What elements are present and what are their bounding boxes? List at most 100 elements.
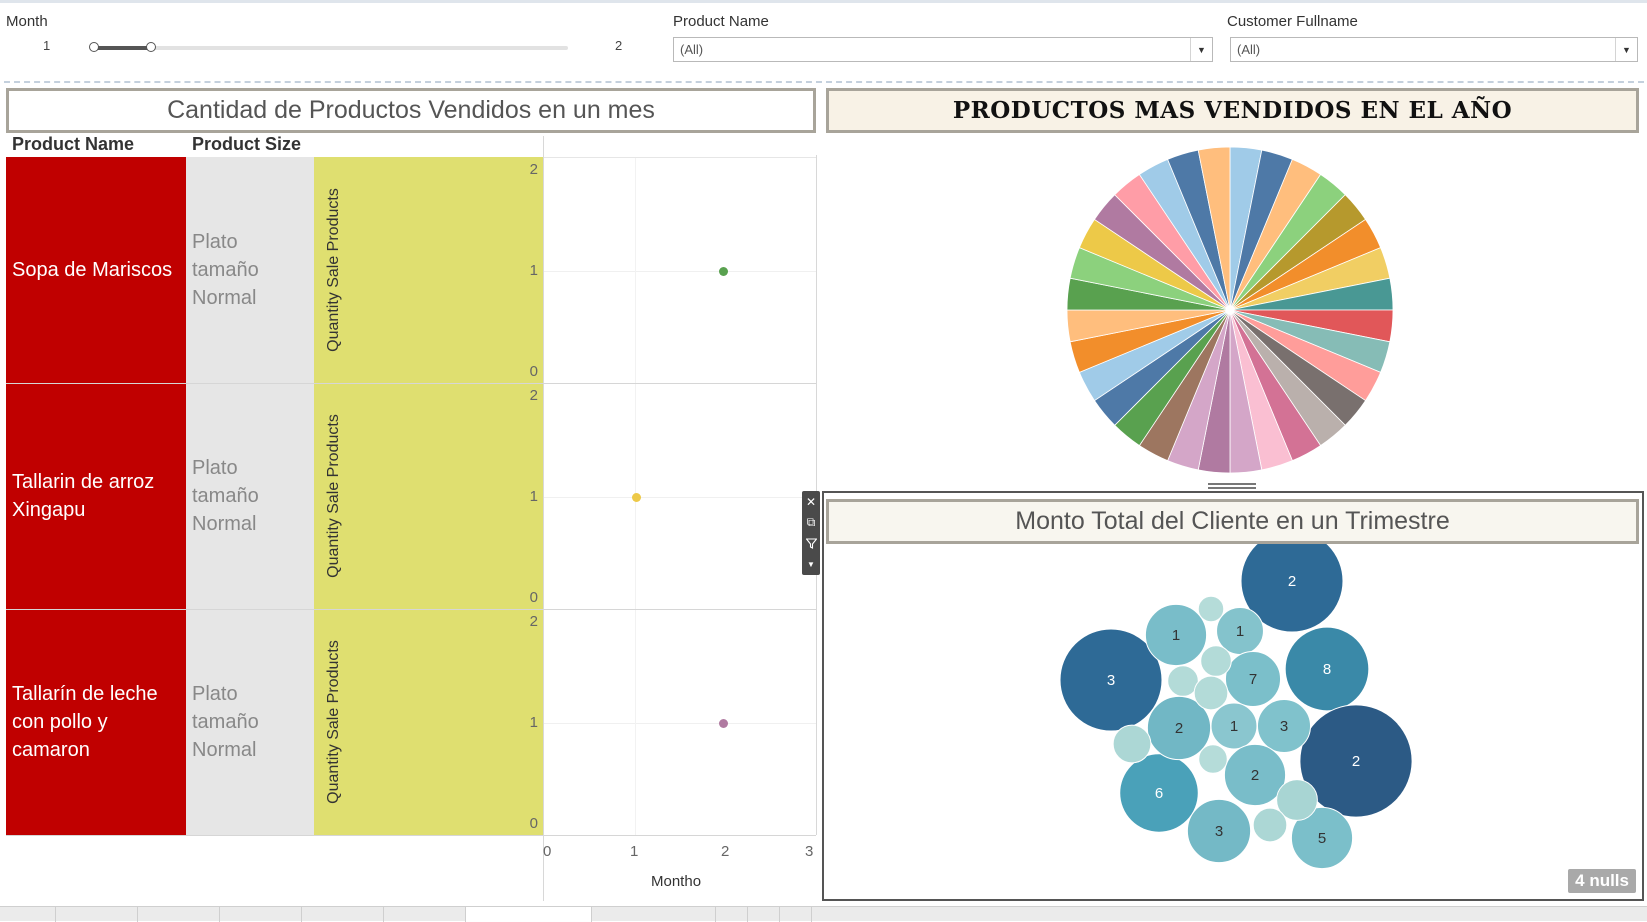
- product-name-column-header[interactable]: Product Name: [12, 134, 135, 154]
- x-tick-label: 3: [805, 843, 814, 860]
- customer-bubble-chart[interactable]: 2 3 8 2 6 1 1 7 2 1 3 2 3 5: [824, 493, 1642, 899]
- bubble[interactable]: [1112, 724, 1152, 764]
- bubble[interactable]: [1059, 628, 1163, 732]
- bubble[interactable]: [1256, 698, 1312, 754]
- product-name-cell[interactable]: Tallarín de leche con pollo y camaron: [6, 609, 186, 835]
- row-plot-area: [544, 609, 816, 836]
- product-name-dropdown[interactable]: (All) ▼: [673, 37, 1213, 62]
- x-axis-title: Montho: [651, 873, 702, 890]
- sheet-tab-active[interactable]: [466, 907, 592, 922]
- y-axis-title-text: Quantity Sale Products: [325, 414, 343, 578]
- chevron-down-icon[interactable]: ▼: [1190, 38, 1212, 61]
- resize-handle[interactable]: [1208, 481, 1256, 491]
- customer-fullname-dropdown[interactable]: (All) ▼: [1230, 37, 1638, 62]
- filter-icon[interactable]: [802, 533, 820, 554]
- bubble-label: 8: [1323, 661, 1331, 678]
- product-name-text: Tallarin de arroz Xingapu: [12, 471, 155, 521]
- y-axis-panel: Quantity Sale Products 2 1 0: [314, 383, 544, 609]
- product-size-text: Plato tamaño Normal: [192, 231, 259, 309]
- sheet-tab[interactable]: [56, 907, 138, 922]
- bubble[interactable]: [1146, 695, 1212, 761]
- products-sold-month-title-text: Cantidad de Productos Vendidos en un mes: [167, 96, 655, 124]
- worksheet-toolbar: ✕ ⧉ ▼: [802, 491, 820, 575]
- product-name-filter-label: Product Name: [673, 13, 769, 30]
- sheet-tab-bar: [0, 906, 1647, 922]
- bubble[interactable]: [1276, 779, 1318, 821]
- row-divider: [6, 383, 816, 384]
- sheet-tab[interactable]: [780, 907, 812, 922]
- bubble-label: 3: [1215, 823, 1223, 840]
- filter-bar: Month 1 2 Product Name (All) ▼ Customer …: [0, 3, 1647, 81]
- gridline: [544, 723, 816, 724]
- bubble[interactable]: [1167, 665, 1199, 697]
- bubble-label: 1: [1230, 718, 1238, 735]
- product-size-cell[interactable]: Plato tamaño Normal: [186, 157, 314, 383]
- close-icon[interactable]: ✕: [805, 494, 817, 509]
- month-slider-min-handle[interactable]: [89, 42, 99, 52]
- vertical-gridline: [635, 610, 636, 836]
- product-name-cell[interactable]: Sopa de Mariscos: [6, 157, 186, 383]
- bubble[interactable]: [1284, 626, 1370, 712]
- sheet-tab[interactable]: [748, 907, 780, 922]
- bubble[interactable]: [1198, 744, 1228, 774]
- customer-fullname-filter-label: Customer Fullname: [1227, 13, 1358, 30]
- bubble-label: 3: [1107, 672, 1115, 689]
- products-pie-chart[interactable]: [1060, 140, 1400, 480]
- table-row: Sopa de Mariscos Plato tamaño Normal Qua…: [6, 157, 816, 384]
- data-point[interactable]: [631, 492, 641, 502]
- row-plot-area: [544, 383, 816, 610]
- sheet-tab[interactable]: [384, 907, 466, 922]
- bubble-label: 2: [1175, 720, 1183, 737]
- table-row: Tallarin de arroz Xingapu Plato tamaño N…: [6, 383, 816, 610]
- bubble[interactable]: [1252, 807, 1288, 843]
- bubble-label: 1: [1236, 623, 1244, 640]
- data-point[interactable]: [719, 266, 729, 276]
- y-tick-label: 0: [529, 363, 538, 380]
- y-axis-panel: Quantity Sale Products 2 1 0: [314, 609, 544, 835]
- month-slider[interactable]: [94, 46, 568, 50]
- bubble[interactable]: [1186, 798, 1252, 864]
- y-axis-title-text: Quantity Sale Products: [325, 640, 343, 804]
- month-min-value: 1: [43, 38, 51, 53]
- more-icon[interactable]: ▼: [807, 560, 815, 569]
- y-tick-label: 2: [529, 613, 538, 630]
- bubble[interactable]: [1193, 675, 1229, 711]
- sheet-tab[interactable]: [716, 907, 748, 922]
- bubble[interactable]: [1224, 650, 1282, 708]
- pie-slice[interactable]: [1197, 146, 1231, 311]
- bubble[interactable]: [1197, 595, 1225, 623]
- y-tick-label: 1: [529, 714, 538, 731]
- product-name-cell[interactable]: Tallarin de arroz Xingapu: [6, 383, 186, 609]
- y-axis-panel: Quantity Sale Products 2 1 0: [314, 157, 544, 383]
- bubble[interactable]: [1290, 806, 1354, 870]
- bubble-chart-panel: 2 3 8 2 6 1 1 7 2 1 3 2 3 5 4 nulls: [822, 491, 1644, 901]
- customer-fullname-dropdown-value: (All): [1237, 42, 1261, 57]
- month-slider-max-handle[interactable]: [145, 42, 156, 52]
- bubble-label: 5: [1318, 830, 1326, 847]
- bubble[interactable]: [1210, 702, 1258, 750]
- sheet-tab[interactable]: [0, 907, 56, 922]
- popout-icon[interactable]: ⧉: [806, 515, 816, 529]
- product-size-cell[interactable]: Plato tamaño Normal: [186, 383, 314, 609]
- sheet-tab[interactable]: [138, 907, 220, 922]
- data-point[interactable]: [719, 718, 729, 728]
- bubble[interactable]: [1200, 645, 1232, 677]
- sheet-tab[interactable]: [220, 907, 302, 922]
- bubble[interactable]: [1144, 603, 1208, 667]
- bubble[interactable]: [1119, 753, 1199, 833]
- y-tick-label: 2: [529, 161, 538, 178]
- bubble[interactable]: [1299, 704, 1413, 818]
- product-size-column-header[interactable]: Product Size: [192, 134, 302, 154]
- sheet-tab[interactable]: [302, 907, 384, 922]
- y-tick-label: 2: [529, 387, 538, 404]
- nulls-indicator[interactable]: 4 nulls: [1568, 869, 1636, 893]
- month-filter-label: Month: [6, 13, 48, 30]
- y-axis-title: Quantity Sale Products: [314, 609, 354, 835]
- product-name-text: Tallarín de leche con pollo y camaron: [12, 683, 158, 761]
- product-size-cell[interactable]: Plato tamaño Normal: [186, 609, 314, 835]
- bubble[interactable]: [1223, 743, 1287, 807]
- sheet-tab[interactable]: [592, 907, 716, 922]
- customer-total-quarter-title: Monto Total del Cliente en un Trimestre: [826, 499, 1639, 544]
- top-products-year-title-text: PRODUCTOS MAS VENDIDOS EN EL AÑO: [952, 97, 1513, 124]
- chevron-down-icon[interactable]: ▼: [1615, 38, 1637, 61]
